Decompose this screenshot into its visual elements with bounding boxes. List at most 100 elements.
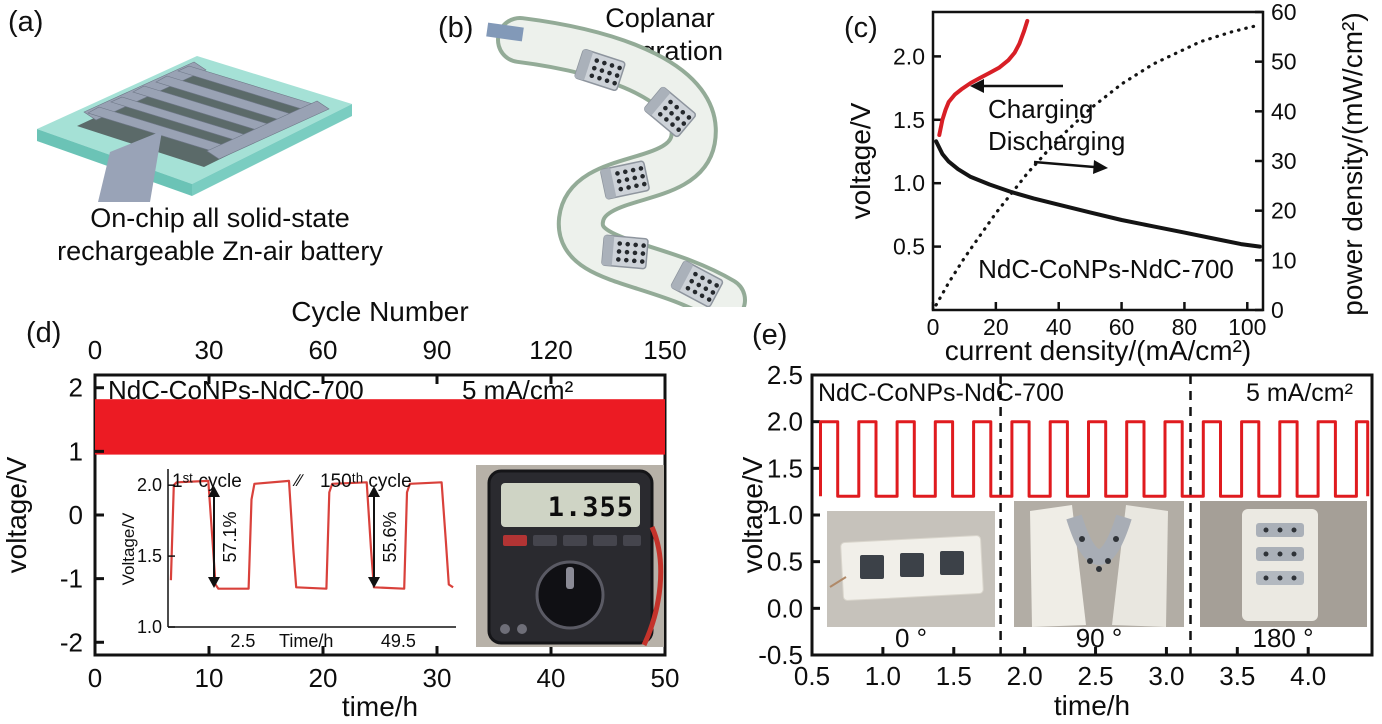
multimeter-photo: 1.355 xyxy=(476,465,664,647)
panel-c-curves-ticks: 0 20 40 60 80 100 0.5 1.0 1.5 2.0 0 10 20 30 40 50 60 xyxy=(893,0,1297,340)
rate-label: 5 mA/cm² xyxy=(1246,379,1353,407)
battery-cell xyxy=(601,234,649,270)
svg-text:30: 30 xyxy=(423,663,452,693)
svg-text:80: 80 xyxy=(1172,314,1198,340)
panel-b-label: (b) xyxy=(438,12,474,44)
axis-label-voltage: voltage/V xyxy=(1,456,32,573)
panel-a-caption-line1: On-chip all solid-state xyxy=(90,203,350,233)
bending-chart: 0 ° 90 ° 180 ° 0.5 1.0 1.5 2.0 2.5 3.0 3.5 4.0 2… xyxy=(742,360,1374,721)
svg-text:40: 40 xyxy=(1271,98,1297,124)
svg-text:1.0: 1.0 xyxy=(865,661,901,691)
svg-text:0.5: 0.5 xyxy=(893,234,925,260)
sample-label: NdC-CoNPs-NdC-700 xyxy=(978,254,1234,284)
svg-text:0: 0 xyxy=(1271,297,1284,323)
svg-text:1.0: 1.0 xyxy=(137,617,162,637)
axis-label-voltage: voltage/V xyxy=(742,456,768,573)
svg-text:120: 120 xyxy=(529,335,572,365)
multimeter-reading: 1.355 xyxy=(548,492,634,523)
svg-text:1.5: 1.5 xyxy=(137,546,162,566)
svg-text:100: 100 xyxy=(1228,314,1266,340)
panel-a-caption-line2: rechargeable Zn-air battery xyxy=(57,236,383,266)
svg-text:20: 20 xyxy=(309,663,338,693)
svg-text:2.0: 2.0 xyxy=(1007,661,1043,691)
inset-last-cycle-label: 150ᵗʰ cycle xyxy=(320,471,412,492)
panel-d: (d) Cycle Number 0 10 20 30 40 50 0 30 60 90 120 15… xyxy=(0,295,742,724)
retention-first: 57.1% xyxy=(220,511,240,562)
svg-text:1.5: 1.5 xyxy=(767,453,803,483)
svg-text:2.0: 2.0 xyxy=(767,407,803,437)
panel-e-label: (e) xyxy=(752,319,788,351)
svg-text:-1: -1 xyxy=(60,564,83,594)
svg-text:20: 20 xyxy=(983,314,1009,340)
svg-text:49.5: 49.5 xyxy=(381,631,416,651)
svg-text:1.5: 1.5 xyxy=(893,107,925,133)
axis-label-time: time/h xyxy=(342,691,418,722)
svg-text:2.0: 2.0 xyxy=(893,43,925,69)
red-probe-wire xyxy=(641,525,664,647)
svg-text:40: 40 xyxy=(537,663,566,693)
svg-text:10: 10 xyxy=(195,663,224,693)
bent-device xyxy=(1066,514,1132,565)
svg-text:30: 30 xyxy=(195,335,224,365)
discharging-annotation: Discharging xyxy=(988,126,1125,174)
inset-first-cycle-label: 1ˢᵗ cycle xyxy=(172,471,242,492)
axis-label-voltage: voltage/V xyxy=(845,102,876,219)
svg-text:0: 0 xyxy=(69,500,83,530)
axis-break-mark: ∕∕ xyxy=(292,471,305,490)
svg-text:2.5: 2.5 xyxy=(230,631,255,651)
cycle-inset: 2.0 1.5 1.0 2.5 Time/h 49.5 Voltage/V 1ˢᵗ cyc… xyxy=(119,469,456,651)
multimeter-screen xyxy=(501,483,640,527)
svg-text:50: 50 xyxy=(651,663,680,693)
svg-text:-2: -2 xyxy=(60,627,83,657)
photo-180deg xyxy=(1200,501,1367,627)
panel-b-title-line1: Coplanar xyxy=(605,3,715,33)
svg-text:1.0: 1.0 xyxy=(893,170,925,196)
svg-text:1.0: 1.0 xyxy=(767,500,803,530)
retention-arrow-first: 57.1% xyxy=(208,486,240,588)
svg-text:-0.5: -0.5 xyxy=(758,640,803,670)
svg-text:4.0: 4.0 xyxy=(1290,661,1326,691)
sample-label: NdC-CoNPs-NdC-700 xyxy=(108,375,364,405)
svg-text:60: 60 xyxy=(1271,0,1297,25)
svg-text:0: 0 xyxy=(927,314,940,340)
right-arrow-icon xyxy=(1093,160,1108,174)
chip-illustration xyxy=(37,56,352,202)
top-axis-title: Cycle Number xyxy=(291,296,468,327)
svg-text:20: 20 xyxy=(1271,198,1297,224)
charging-label: Charging xyxy=(988,94,1094,124)
axis-label-time: time/h xyxy=(1054,690,1130,721)
svg-text:2.0: 2.0 xyxy=(137,475,162,495)
inset-curve-ticks: 2.0 1.5 1.0 2.5 Time/h 49.5 xyxy=(137,475,454,651)
svg-text:60: 60 xyxy=(309,335,338,365)
svg-text:0.5: 0.5 xyxy=(794,661,830,691)
up-arrow-icon xyxy=(368,486,380,497)
interdigitated-electrodes xyxy=(83,61,330,160)
panel-a-caption: On-chip all solid-state rechargeable Zn-… xyxy=(10,202,430,268)
fixture-left xyxy=(1030,505,1086,627)
svg-text:150: 150 xyxy=(643,335,686,365)
retention-arrow-last: 55.6% xyxy=(368,486,400,588)
svg-text:50: 50 xyxy=(1271,49,1297,75)
svg-text:2: 2 xyxy=(69,373,83,403)
svg-text:0.5: 0.5 xyxy=(767,547,803,577)
svg-text:90: 90 xyxy=(423,335,452,365)
charging-annotation: Charging xyxy=(970,79,1094,124)
electrode-tab xyxy=(98,131,162,202)
discharging-label: Discharging xyxy=(988,126,1125,156)
photo-180deg-label: 180 ° xyxy=(1252,623,1313,653)
fixture-right xyxy=(1112,505,1168,627)
svg-text:3.0: 3.0 xyxy=(1148,661,1184,691)
svg-text:30: 30 xyxy=(1271,148,1297,174)
svg-text:0.0: 0.0 xyxy=(767,593,803,623)
inset-ylabel: Voltage/V xyxy=(119,512,138,585)
panel-a: (a) On-chip all solid-state rechargeable… xyxy=(0,0,430,295)
panel-c-label: (c) xyxy=(844,12,878,44)
axis-label-power-density: power density/(mW/cm²) xyxy=(1337,12,1368,315)
down-arrow-icon xyxy=(208,577,220,588)
svg-text:1: 1 xyxy=(69,436,83,466)
panel-a-label: (a) xyxy=(8,6,44,38)
probe-port xyxy=(500,624,510,634)
probe-port xyxy=(517,624,527,634)
strip-tab xyxy=(486,22,524,42)
photo-0deg xyxy=(827,511,995,627)
